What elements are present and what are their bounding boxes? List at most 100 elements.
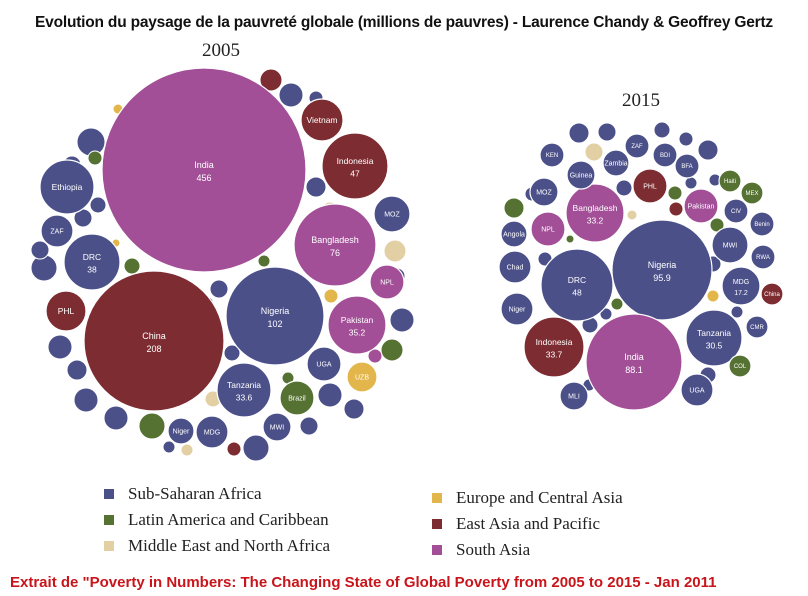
small-country-bubble: [73, 387, 99, 413]
bubble-label: Vietnam: [306, 115, 337, 125]
bubble-rwa: [750, 244, 776, 270]
bubble-cmr: [745, 315, 769, 339]
small-country-bubble: [730, 305, 744, 319]
bubble-npl: [369, 264, 405, 300]
small-country-bubble: [123, 257, 141, 275]
bubble-india: [101, 67, 307, 273]
bubble-label: Bangladesh: [311, 235, 359, 245]
bubble-label: PHL: [58, 306, 75, 316]
small-country-bubble: [697, 139, 719, 161]
legend-label: Middle East and North Africa: [128, 536, 331, 555]
bubble-mli: [559, 381, 589, 411]
bubble-label: Brazil: [288, 395, 306, 402]
bubble-china: [83, 270, 225, 412]
bubble-guinea: [566, 160, 596, 190]
bubble-label: MDG: [733, 279, 749, 286]
bubble-label: COL: [734, 364, 747, 370]
small-country-bubble: [684, 176, 698, 190]
bubble-pakistan: [327, 295, 387, 355]
small-country-bubble: [209, 279, 229, 299]
bubble-value: 30.5: [706, 341, 723, 351]
bubble-value: 208: [146, 344, 161, 354]
bubble-value: 102: [267, 319, 282, 329]
small-country-bubble: [278, 82, 304, 108]
bubble-zaf: [40, 214, 74, 248]
bubble-label: Nigeria: [261, 306, 290, 316]
bubble-moz: [529, 177, 559, 207]
small-country-bubble: [299, 416, 319, 436]
bubble-bangladesh: [565, 183, 625, 243]
small-country-bubble: [610, 297, 624, 311]
bubble-label: India: [624, 352, 644, 362]
bubble-label: PHL: [643, 183, 657, 190]
bubble-moz: [373, 195, 411, 233]
legend-label: Latin America and Caribbean: [128, 510, 329, 529]
bubble-value: 76: [330, 248, 340, 258]
small-country-bubble: [668, 201, 684, 217]
bubble-nigeria: [611, 219, 713, 321]
bubble-brazil: [279, 380, 315, 416]
bubble-ethiopia: [39, 159, 95, 215]
bubble-label: Niger: [509, 306, 526, 313]
bubble-bdi: [652, 142, 678, 168]
small-country-bubble: [615, 179, 633, 197]
bubble-label: MOZ: [536, 189, 552, 196]
bubble-label: Angola: [503, 231, 525, 238]
bubble-mwi: [711, 226, 749, 264]
bubble-label: RWA: [756, 255, 770, 261]
small-country-bubble: [162, 440, 176, 454]
small-country-bubble: [706, 289, 720, 303]
bubble-value: 17.2: [734, 290, 748, 297]
small-country-bubble: [383, 239, 407, 263]
bubble-ken: [539, 142, 565, 168]
small-country-bubble: [584, 142, 604, 162]
bubble-label: China: [142, 331, 166, 341]
bubble-label: Niger: [173, 428, 190, 435]
bubble-label: KEN: [546, 153, 558, 159]
small-country-bubble: [565, 234, 575, 244]
legend-swatch: [432, 519, 442, 529]
bubble-tanzania: [685, 309, 743, 367]
bubble-haiti: [718, 169, 742, 193]
bubble-label: Nigeria: [648, 260, 677, 270]
bubble-value: 95.9: [653, 273, 671, 283]
bubble-label: MDG: [204, 429, 220, 436]
bubble-label: UZB: [355, 374, 369, 381]
bubble-label: Tanzania: [697, 328, 731, 338]
bubble-label: MLI: [568, 393, 580, 400]
bubble-label: DRC: [83, 252, 101, 262]
small-country-bubble: [367, 348, 383, 364]
bubble-label: China: [764, 292, 780, 298]
bubble-vietnam: [300, 98, 344, 142]
bubble-zambia: [602, 149, 630, 177]
bubble-label: Haiti: [724, 179, 736, 185]
small-country-bubble: [626, 209, 638, 221]
bubble-label: Tanzania: [227, 380, 261, 390]
bubble-label: Indonesia: [337, 156, 374, 166]
small-country-bubble: [223, 344, 241, 362]
small-country-bubble: [305, 176, 327, 198]
small-country-bubble: [568, 122, 590, 144]
bubble-niger: [500, 292, 534, 326]
bubble-npl: [530, 211, 566, 247]
small-country-bubble: [87, 150, 103, 166]
bubble-label: Zambia: [604, 160, 627, 167]
bubble-label: CIV: [731, 209, 741, 215]
bubble-label: UGA: [689, 387, 705, 394]
bubbles-2015: Nigeria 95.9 India 88.1 DRC 48 Indonesia 33.7 Ba…: [498, 121, 784, 411]
small-country-bubble: [323, 288, 339, 304]
bubble-label: MWI: [270, 424, 284, 431]
small-country-bubble: [389, 307, 415, 333]
small-country-bubble: [30, 254, 58, 282]
small-country-bubble: [503, 197, 525, 219]
small-country-bubble: [343, 398, 365, 420]
bubble-phl: [632, 168, 668, 204]
small-country-bubble: [138, 412, 166, 440]
bubble-uga: [306, 346, 342, 382]
bubble-uga: [680, 373, 714, 407]
bubble-drc: [63, 233, 121, 291]
bubble-label: BFA: [681, 164, 692, 170]
bubble-value: 33.2: [587, 216, 604, 226]
chart-title: Evolution du paysage de la pauvreté glob…: [35, 14, 773, 31]
bubble-mdg: [721, 266, 761, 306]
